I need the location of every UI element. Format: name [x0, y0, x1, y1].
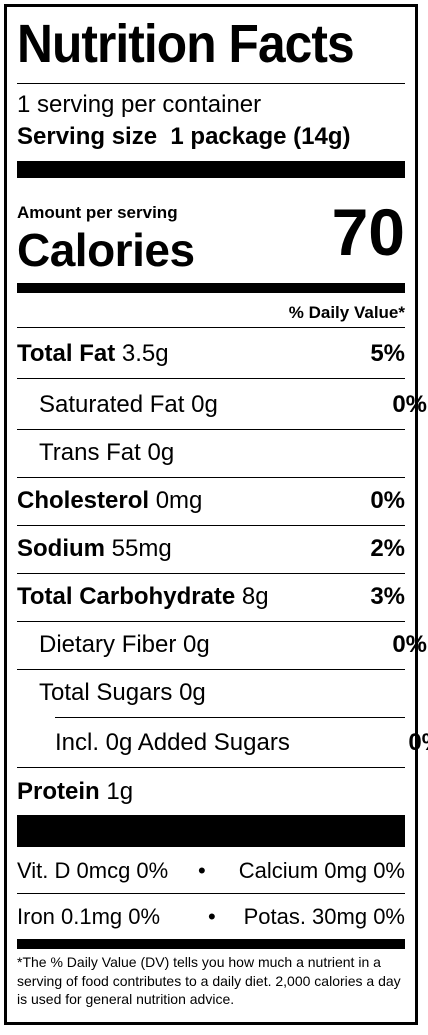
divider — [17, 83, 405, 84]
divider — [55, 717, 405, 718]
serving-size-value: 1 package (14g) — [170, 123, 351, 150]
footnote: *The % Daily Value (DV) tells you how mu… — [17, 954, 401, 1008]
nutrient-dv: 0% — [392, 631, 427, 658]
calories-label: Calories — [17, 224, 195, 276]
serving-size: Serving size 1 package (14g) — [17, 123, 351, 151]
divider — [17, 429, 405, 430]
bullet-separator: • — [208, 904, 216, 929]
nutrient-row-total-fat: Total Fat 3.5g 5% — [17, 330, 405, 378]
nutrient-row-protein: Protein 1g — [17, 778, 134, 805]
divider — [17, 621, 405, 622]
nutrition-facts-label: Nutrition Facts 1 serving per container … — [4, 4, 428, 1025]
nutrient-dv: 0% — [392, 391, 427, 418]
calcium: Calcium 0mg 0% — [238, 858, 405, 883]
label-title: Nutrition Facts — [17, 14, 355, 74]
nutrient-row-total-sugars: Total Sugars 0g — [39, 679, 206, 706]
nutrient-dv: 0% — [408, 729, 428, 756]
nutrient-row-sodium: Sodium 55mg 2% — [17, 525, 405, 573]
nutrient-dv: 3% — [370, 583, 405, 610]
nutrient-row-dietary-fiber: Dietary Fiber 0g 0% — [17, 621, 427, 669]
vitamin-row: Iron 0.1mg 0% • Potas. 30mg 0% — [17, 893, 405, 941]
divider — [17, 893, 405, 894]
divider — [17, 767, 405, 768]
serving-size-label: Serving size — [17, 123, 158, 150]
divider — [17, 669, 405, 670]
potassium: Potas. 30mg 0% — [243, 904, 405, 929]
divider — [17, 525, 405, 526]
vitamin-row: Vit. D 0mcg 0% • Calcium 0mg 0% — [17, 847, 405, 895]
divider — [17, 327, 405, 328]
nutrient-row-cholesterol: Cholesterol 0mg 0% — [17, 477, 405, 525]
divider — [17, 573, 405, 574]
nutrient-dv: 0% — [370, 487, 405, 514]
nutrient-dv: 2% — [370, 535, 405, 562]
nutrient-dv: 5% — [370, 340, 405, 367]
divider — [17, 477, 405, 478]
divider — [17, 378, 405, 379]
bullet-separator: • — [198, 858, 206, 883]
nutrient-row-trans-fat: Trans Fat 0g — [39, 439, 175, 466]
calories-value: 70 — [331, 195, 405, 269]
nutrient-row-saturated-fat: Saturated Fat 0g 0% — [17, 381, 427, 429]
daily-value-header: % Daily Value* — [288, 303, 405, 322]
vitamin-d: Vit. D 0mcg 0% — [17, 858, 169, 883]
thick-divider — [17, 815, 405, 847]
thick-divider — [17, 161, 405, 178]
iron: Iron 0.1mg 0% — [17, 904, 161, 929]
medium-divider — [17, 283, 405, 293]
medium-divider — [17, 939, 405, 949]
amount-per-serving: Amount per serving — [17, 203, 178, 222]
servings-per-container: 1 serving per container — [17, 91, 262, 118]
nutrient-row-total-carbohydrate: Total Carbohydrate 8g 3% — [17, 573, 405, 621]
nutrient-row-added-sugars: Incl. 0g Added Sugars 0% — [17, 719, 428, 767]
